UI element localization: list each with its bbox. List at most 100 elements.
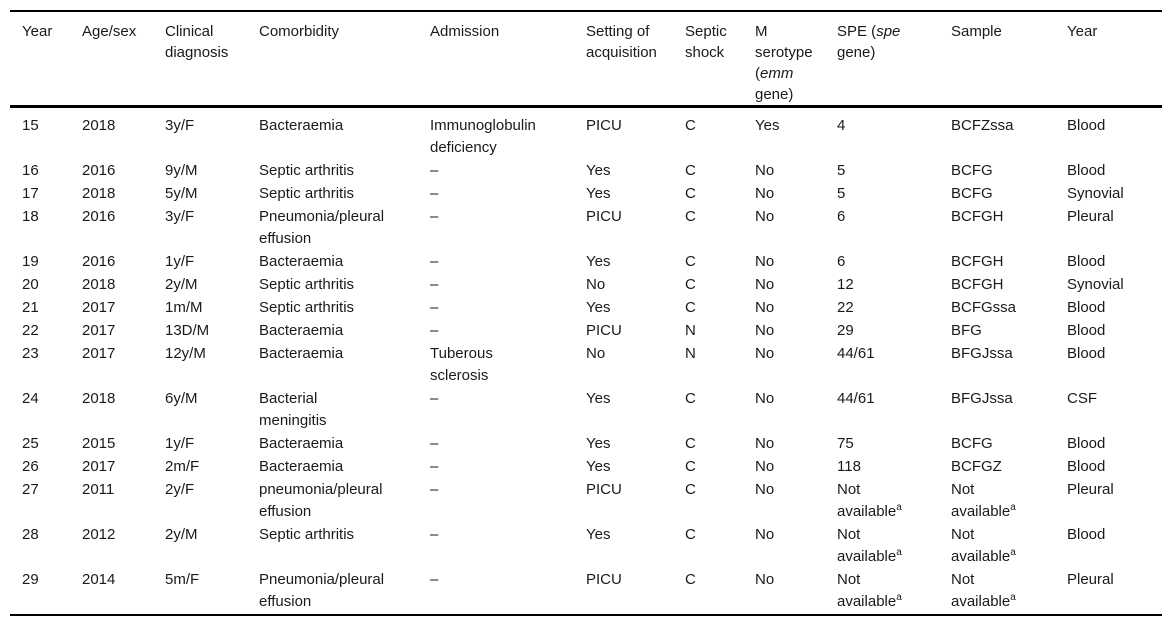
cell-m-serotype: No — [755, 253, 775, 270]
cell-comorbidity: – — [430, 185, 439, 202]
cell-age-sex: 1y/F — [165, 435, 195, 452]
cell-admission-setting: Yes — [586, 435, 611, 452]
cell-sample-type: Pleural — [1067, 208, 1114, 225]
cell-m-serotype: No — [755, 276, 775, 293]
header-clinical-diagnosis: Clinical diagnosis — [165, 11, 259, 108]
cell-m-serotype: No — [755, 390, 775, 407]
cell-spe-gene: 6 — [837, 253, 846, 270]
cell-admission-setting: Yes — [586, 162, 611, 179]
cell-sample: BCFGH — [951, 253, 1004, 270]
cell-admission-setting: Yes — [586, 299, 611, 316]
cell-age-sex: 9y/M — [165, 162, 198, 179]
cell-age-sex: 1m/M — [165, 299, 203, 316]
cell-sample: BCFGH — [951, 276, 1004, 293]
table-row: 20 2018 2y/M Septic arthritis – No C No … — [10, 274, 1162, 297]
cell-age-sex: 3y/F — [165, 208, 195, 225]
cell-sample-type: Blood — [1067, 253, 1106, 270]
cell-year: 2018 — [82, 185, 116, 202]
patient-case-table: Year Age/sex Clinical diagnosis Comorbid… — [10, 10, 1162, 616]
cell-septic-shock: C — [685, 299, 696, 316]
cell-sample: Not availablea — [951, 571, 1016, 610]
cell-comorbidity: – — [430, 208, 439, 225]
cell-sample-type: Blood — [1067, 526, 1106, 543]
cell-sample-type: Blood — [1067, 299, 1106, 316]
cell-clinical-diagnosis: Bacteraemia — [259, 458, 344, 475]
cell-spe-gene: 6 — [837, 208, 846, 225]
cell-spe-gene: 12 — [837, 276, 854, 293]
cell-sample: Not availablea — [951, 481, 1016, 520]
cell-clinical-diagnosis: Septic arthritis — [259, 276, 355, 293]
header-setting-of-acquisition: Setting of acquisition — [586, 11, 685, 108]
table-row: 27 2011 2y/F pneumonia/pleural effusion … — [10, 479, 1162, 524]
cell-m-serotype: No — [755, 185, 775, 202]
cell-septic-shock: C — [685, 253, 696, 270]
header-spe-gene: SPE (spe gene) — [837, 11, 951, 108]
cell-comorbidity: – — [430, 299, 439, 316]
cell-year: 2018 — [82, 276, 116, 293]
cell-comorbidity: Tuberous sclerosis — [430, 345, 493, 384]
cell-septic-shock: C — [685, 276, 696, 293]
cell-septic-shock: C — [685, 185, 696, 202]
cell-admission-setting: No — [586, 345, 606, 362]
cell-sample-type: Blood — [1067, 117, 1106, 134]
cell-comorbidity: Immunoglobulin deficiency — [430, 117, 536, 156]
cell-age-sex: 2m/F — [165, 458, 200, 475]
cell-septic-shock: C — [685, 481, 696, 498]
header-year-left: Year — [10, 11, 82, 108]
cell-m-serotype: No — [755, 322, 775, 339]
table-row: 23 2017 12y/M Bacteraemia Tuberous scler… — [10, 343, 1162, 388]
header-spe-line2: gene) — [837, 44, 876, 61]
cell-year: 2018 — [82, 390, 116, 407]
cell-sample: BFGJssa — [951, 390, 1013, 407]
header-emm-gene-italic: emm — [760, 65, 794, 82]
table-body: 15 2018 3y/F Bacteraemia Immunoglobulin … — [10, 107, 1162, 616]
cell-year: 2017 — [82, 345, 116, 362]
cell-m-serotype: No — [755, 435, 775, 452]
cell-year: 2016 — [82, 208, 116, 225]
cell-admission-setting: Yes — [586, 253, 611, 270]
table-row: 24 2018 6y/M Bacterial meningitis – Yes … — [10, 388, 1162, 433]
table-row: 22 2017 13D/M Bacteraemia – PICU N No 29… — [10, 320, 1162, 343]
cell-m-serotype: No — [755, 481, 775, 498]
header-year-right: Year — [1067, 11, 1162, 108]
cell-year: 2011 — [82, 481, 115, 498]
cell-comorbidity: – — [430, 276, 439, 293]
cell-case-number: 16 — [22, 162, 39, 179]
cell-sample-type: CSF — [1067, 390, 1097, 407]
cell-septic-shock: C — [685, 571, 696, 588]
cell-age-sex: 6y/M — [165, 390, 198, 407]
header-m-serotype-line2: serotype — [755, 44, 813, 61]
cell-year: 2016 — [82, 162, 116, 179]
cell-year: 2015 — [82, 435, 116, 452]
cell-sample: BFG — [951, 322, 982, 339]
cell-case-number: 17 — [22, 185, 39, 202]
cell-septic-shock: N — [685, 345, 696, 362]
cell-sample: BCFG — [951, 185, 993, 202]
cell-comorbidity: – — [430, 526, 439, 543]
cell-sample: Not availablea — [951, 526, 1016, 565]
cell-septic-shock: C — [685, 526, 696, 543]
table-row: 19 2016 1y/F Bacteraemia – Yes C No 6 BC… — [10, 251, 1162, 274]
cell-clinical-diagnosis: Bacteraemia — [259, 322, 344, 339]
cell-sample-type: Pleural — [1067, 481, 1114, 498]
cell-admission-setting: Yes — [586, 458, 611, 475]
cell-case-number: 15 — [22, 117, 39, 134]
cell-clinical-diagnosis: Bacteraemia — [259, 435, 344, 452]
cell-comorbidity: – — [430, 253, 439, 270]
cell-septic-shock: C — [685, 208, 696, 225]
cell-septic-shock: C — [685, 435, 696, 452]
table-row: 16 2016 9y/M Septic arthritis – Yes C No… — [10, 160, 1162, 183]
cell-clinical-diagnosis: Bacterial meningitis — [259, 390, 327, 429]
cell-clinical-diagnosis: Septic arthritis — [259, 299, 355, 316]
header-age-sex: Age/sex — [82, 11, 165, 108]
cell-year: 2017 — [82, 299, 116, 316]
cell-comorbidity: – — [430, 435, 439, 452]
cell-m-serotype: No — [755, 299, 775, 316]
cell-admission-setting: No — [586, 276, 606, 293]
cell-case-number: 27 — [22, 481, 39, 498]
cell-age-sex: 2y/F — [165, 481, 195, 498]
cell-age-sex: 3y/F — [165, 117, 195, 134]
cell-septic-shock: C — [685, 162, 696, 179]
header-spe-pre: SPE ( — [837, 23, 877, 40]
